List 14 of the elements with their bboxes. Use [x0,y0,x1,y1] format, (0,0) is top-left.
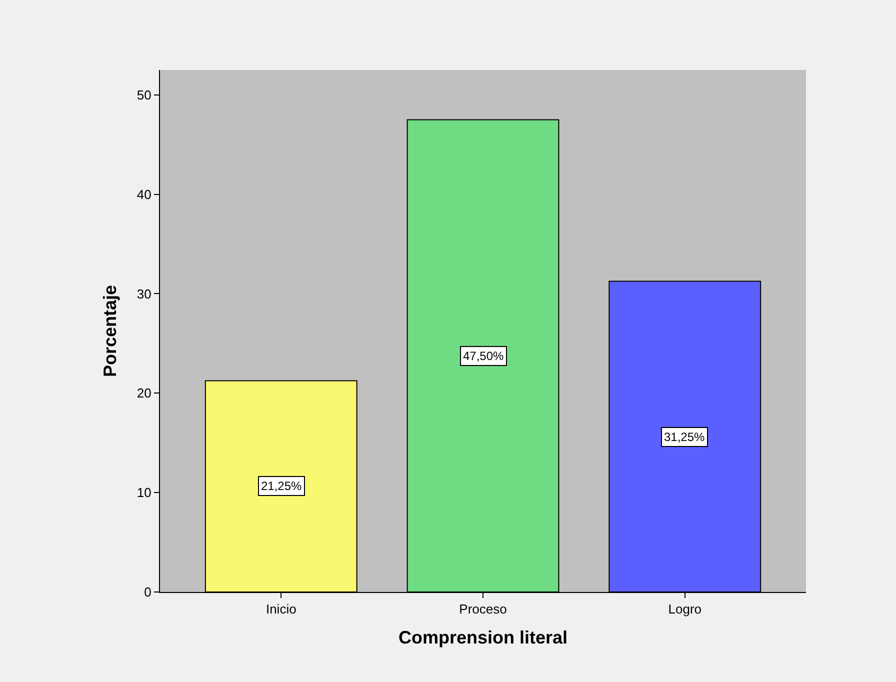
data-label: 21,25% [261,479,302,493]
x-axis-title: Comprension literal [398,628,568,648]
y-tick-label: 40 [136,186,152,202]
x-tick-label: Proceso [459,602,507,617]
y-tick-label: 10 [136,485,152,500]
x-tick-label: Logro [668,602,702,617]
y-tick-label: 20 [136,386,152,401]
x-tick-label: Inicio [266,602,296,617]
y-tick-label: 0 [144,584,152,600]
y-tick-label: 30 [136,286,152,302]
y-axis-title: Porcentaje [100,284,120,378]
data-label: 31,25% [664,430,706,444]
y-tick-label: 50 [136,87,152,102]
data-label: 47,50% [463,349,504,363]
